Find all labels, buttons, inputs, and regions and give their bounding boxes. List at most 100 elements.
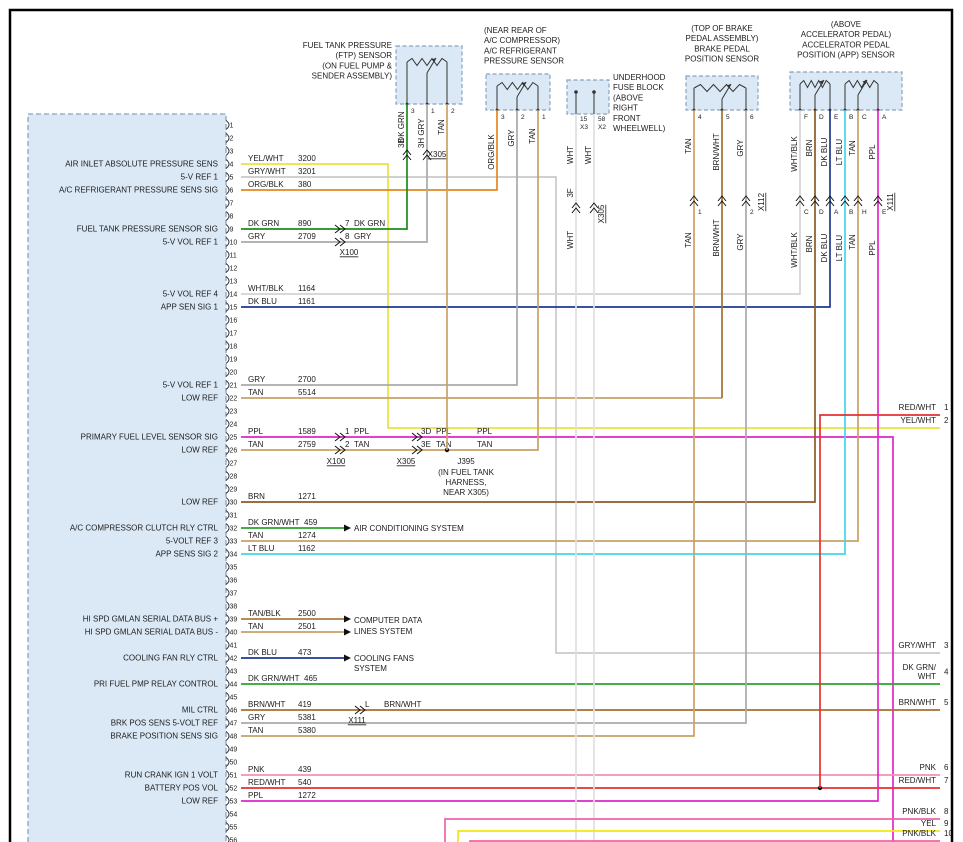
wire-label: TAN [248, 726, 264, 735]
wire-label: 3201 [298, 167, 316, 176]
terminal-dot-icon [592, 90, 596, 94]
ecm-pin-function-label: 5-V VOL REF 4 [163, 290, 219, 299]
ecm-pin-bracket [225, 809, 230, 819]
ecm-pin-number: 56 [230, 838, 238, 842]
ecm-pin-bracket [225, 549, 230, 559]
ecm-pin-function-label: HI SPD GMLAN SERIAL DATA BUS + [83, 615, 219, 624]
ecm-pin-bracket [225, 770, 230, 780]
system-arrow-icon [344, 615, 351, 623]
system-arrow-icon [344, 524, 351, 532]
right-ref-number: 4 [944, 668, 949, 677]
component-title-ftp-sensor: (ON FUEL PUMP & [322, 61, 392, 70]
ecm-pin-number: 43 [230, 669, 238, 676]
ecm-pin-number: 10 [230, 240, 238, 247]
ecm-pin-number: 53 [230, 799, 238, 806]
wire-label: DK BLU [820, 233, 829, 262]
wire-label: TAN [528, 128, 537, 144]
ecm-pin-number: 48 [230, 734, 238, 741]
ecm-pin-bracket [225, 289, 230, 299]
ecm-pin-number: 14 [230, 292, 238, 299]
component-title-ac-refrigerant-pressure-sensor: (NEAR REAR OF [484, 26, 547, 35]
ecm-pin-number: 19 [230, 357, 238, 364]
ecm-pin-function-label: BATTERY POS VOL [145, 784, 219, 793]
diagram-text: X111 [886, 193, 895, 211]
ecm-pin-function-label: 5-VOLT REF 3 [166, 537, 219, 546]
wire-label: PPL [868, 144, 877, 160]
ecm-pin-function-label: BRK POS SENS 5-VOLT REF [111, 719, 218, 728]
wiper-arrowhead-icon [431, 58, 436, 63]
resistor-symbol-icon [799, 79, 831, 89]
wire-label: TAN [248, 440, 264, 449]
ecm-pin-number: 15 [230, 305, 238, 312]
right-ref-number: 3 [944, 641, 949, 650]
diagram-text: J395 [457, 457, 475, 466]
component-box-underhood-fuse-block [566, 79, 610, 115]
ecm-pin-bracket [225, 666, 230, 676]
wire-ref9-yel [457, 830, 940, 842]
right-ref-number: 5 [944, 698, 949, 707]
wire-label: TAN [248, 622, 264, 631]
wire-label: DK GRN [354, 219, 385, 228]
wire-label: B [849, 114, 853, 121]
ecm-pin-bracket [225, 341, 230, 351]
ecm-pin-bracket [225, 302, 230, 312]
resistor-symbol-icon [693, 83, 747, 93]
wiper-arrowhead-icon [726, 84, 731, 89]
inline-connector-break-icon [840, 195, 850, 202]
ecm-pin-number: 7 [230, 201, 234, 208]
ecm-pin-number: 16 [230, 318, 238, 325]
wiper-arrowhead-icon [862, 80, 867, 85]
ecm-pin-number: 35 [230, 565, 238, 572]
wire-label: 8 [345, 232, 350, 241]
ecm-pin-number: 23 [230, 409, 238, 416]
ecm-pin-bracket [225, 640, 230, 650]
ecm-pin-bracket [225, 718, 230, 728]
component-title-underhood-fuse-block: UNDERHOOD [613, 73, 666, 82]
ecm-pin-number: 31 [230, 513, 238, 520]
wire-label: 1274 [298, 531, 316, 540]
ecm-pin-bracket [225, 796, 230, 806]
ecm-pin-number: 49 [230, 747, 238, 754]
ecm-pin-number: 24 [230, 422, 238, 429]
ecm-pin-number: 18 [230, 344, 238, 351]
wire-label: 3H [417, 138, 426, 148]
ecm-pin-bracket [225, 367, 230, 377]
ecm-pin-bracket [225, 185, 230, 195]
ecm-pin-number: 51 [230, 773, 238, 780]
wire-label: GRY [248, 713, 266, 722]
wire-label: A [882, 114, 887, 121]
resistor-symbol-icon [496, 81, 539, 91]
wire-label: 465 [304, 674, 318, 683]
ecm-pin-number: 47 [230, 721, 238, 728]
wire-label: YEL/WHT [248, 154, 284, 163]
wire-label: F [804, 114, 808, 121]
component-title-underhood-fuse-block: (ABOVE [613, 93, 643, 102]
ecm-pin-bracket [225, 783, 230, 793]
ecm-pin-function-label: APP SENS SIG 2 [155, 550, 218, 559]
wire-p53-ppl [241, 110, 879, 802]
ecm-pin-number: 11 [230, 253, 237, 260]
wire-label: 5381 [298, 713, 316, 722]
ecm-pin-function-label: 5-V VOL REF 1 [163, 238, 219, 247]
wire-label: BRN [248, 492, 265, 501]
wire-label: E [834, 114, 839, 121]
ecm-pin-number: 17 [230, 331, 238, 338]
wire-label: PPL [354, 427, 370, 436]
ecm-pin-number: 54 [230, 812, 238, 819]
right-ref-number: 8 [944, 807, 949, 816]
ecm-pin-bracket [225, 146, 230, 156]
ecm-pin-number: 37 [230, 591, 238, 598]
wire-label: BRN/WHT [384, 700, 421, 709]
ecm-pin-number: 30 [230, 500, 238, 507]
ecm-pin-bracket [225, 523, 230, 533]
wire-label: X2 [598, 124, 606, 131]
wire-p30-brn [241, 110, 816, 503]
ecm-pin-function-label: LOW REF [182, 797, 219, 806]
inline-connector-break-icon [589, 207, 599, 214]
wire-label: ORG/BLK [248, 180, 284, 189]
ecm-pin-function-label: BRAKE POSITION SENS SIG [110, 732, 218, 741]
ecm-pin-number: 40 [230, 630, 238, 637]
component-box-ftp-sensor [395, 45, 463, 105]
ecm-pin-bracket [225, 133, 230, 143]
component-box-ac-refrigerant-pressure-sensor [485, 73, 551, 111]
